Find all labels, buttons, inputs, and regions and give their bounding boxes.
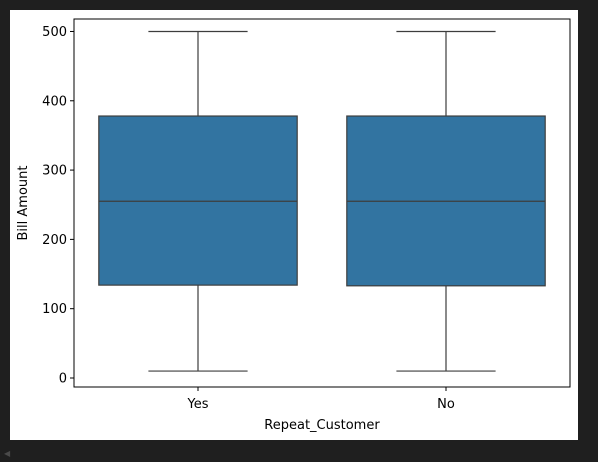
box-plot-chart: 0 100 200 300 400 500 Yes No Bill Amount Repea… bbox=[16, 18, 571, 433]
y-tick-label: 0 bbox=[59, 371, 67, 386]
x-tick-label: No bbox=[437, 397, 455, 412]
box-group-no bbox=[346, 30, 546, 372]
x-axis-label: Repeat_Customer bbox=[264, 418, 380, 433]
chart-canvas: 0 100 200 300 400 500 Yes No Bill Amount Repea… bbox=[10, 10, 578, 440]
y-tick-label: 400 bbox=[42, 94, 67, 109]
plot-area bbox=[98, 30, 546, 372]
box-iqr bbox=[98, 115, 298, 286]
box-group-yes bbox=[98, 30, 298, 372]
y-axis-ticks: 0 100 200 300 400 500 bbox=[42, 25, 74, 386]
y-axis-label: Bill Amount bbox=[16, 166, 31, 241]
y-tick-label: 300 bbox=[42, 164, 67, 179]
y-tick-label: 500 bbox=[42, 25, 67, 40]
x-tick-label: Yes bbox=[187, 397, 209, 412]
y-tick-label: 100 bbox=[42, 302, 67, 317]
x-axis-ticks: Yes No bbox=[187, 387, 455, 412]
axes-frame bbox=[73, 18, 571, 388]
scroll-left-icon[interactable]: ◀ bbox=[4, 449, 11, 458]
y-tick-label: 200 bbox=[42, 233, 67, 248]
